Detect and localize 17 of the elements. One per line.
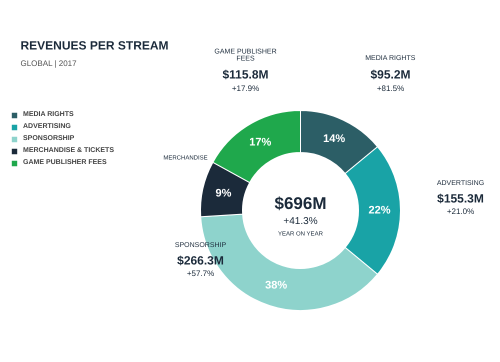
- text: +81.5%: [376, 84, 404, 93]
- text: +41.3%: [283, 216, 318, 227]
- text: +57.7%: [186, 269, 214, 278]
- data-label: 9%: [215, 187, 232, 200]
- text: $155.3M: [437, 192, 484, 206]
- data-label: 14%: [323, 133, 346, 146]
- text: $266.3M: [177, 254, 224, 268]
- data-label: 17%: [249, 136, 272, 148]
- chart-title: REVENUES PER STREAM: [20, 38, 169, 52]
- text: $696M: [274, 194, 326, 213]
- text: +17.9%: [232, 84, 260, 93]
- chart-subtitle: GLOBAL | 2017: [20, 59, 78, 68]
- text: $115.8M: [222, 68, 269, 82]
- data-label: 22%: [368, 204, 391, 216]
- text: +21.0%: [446, 207, 474, 216]
- text: $95.2M: [370, 68, 411, 82]
- data-label: 38%: [265, 280, 288, 292]
